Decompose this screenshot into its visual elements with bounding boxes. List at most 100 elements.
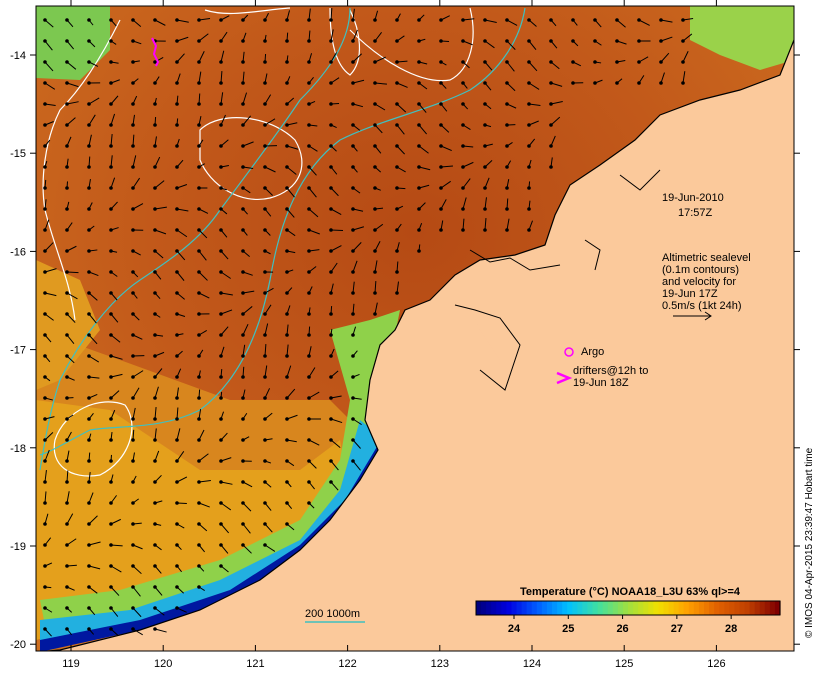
sst-ne-green-patch: [690, 6, 794, 70]
velocity-arrow-base: [43, 18, 47, 22]
x-tick-label: 126: [707, 658, 725, 670]
velocity-arrow: [154, 628, 167, 633]
velocity-arrow-base: [175, 144, 179, 148]
colorbar-cell: [552, 601, 558, 615]
velocity-arrow-base: [197, 585, 201, 589]
velocity-arrow-base: [65, 144, 69, 148]
velocity-arrow: [220, 544, 229, 554]
velocity-arrow-base: [329, 312, 333, 316]
velocity-arrow-base: [153, 123, 157, 127]
velocity-arrow-base: [65, 354, 69, 358]
velocity-arrow-base: [395, 291, 399, 295]
velocity-arrow-base: [219, 291, 223, 295]
velocity-arrow-base: [65, 333, 69, 337]
velocity-arrow-base: [175, 165, 179, 169]
velocity-arrow-base: [681, 39, 685, 43]
velocity-arrow-base: [615, 39, 619, 43]
velocity-arrow-base: [131, 60, 135, 64]
velocity-arrow-base: [307, 417, 311, 421]
colorbar-cell: [546, 601, 553, 615]
velocity-arrow-base: [65, 480, 69, 484]
velocity-arrow-base: [263, 60, 267, 64]
velocity-arrow-base: [197, 165, 201, 169]
velocity-arrow: [528, 40, 537, 50]
velocity-arrow: [132, 607, 142, 618]
velocity-arrow: [242, 306, 253, 315]
velocity-arrow-base: [373, 312, 377, 316]
colorbar-cell: [526, 601, 533, 615]
velocity-arrow-base: [351, 312, 355, 316]
colorbar-cell: [714, 601, 720, 615]
velocity-arrow: [88, 292, 98, 301]
velocity-arrow-base: [505, 165, 509, 169]
velocity-arrow-base: [131, 459, 135, 463]
velocity-arrow-base: [307, 438, 311, 442]
velocity-arrow-base: [175, 501, 179, 505]
velocity-arrow-base: [329, 480, 333, 484]
velocity-arrow-base: [175, 228, 179, 232]
velocity-arrow-base: [505, 228, 509, 232]
velocity-arrow-base: [65, 375, 69, 379]
velocity-arrow-base: [373, 123, 377, 127]
velocity-arrow-base: [109, 291, 113, 295]
velocity-arrow-base: [461, 81, 465, 85]
velocity-arrow-base: [263, 18, 267, 22]
velocity-arrow: [110, 177, 116, 189]
velocity-arrow-base: [285, 480, 289, 484]
velocity-arrow: [176, 208, 189, 212]
velocity-arrow: [638, 19, 650, 26]
x-tick-label: 120: [154, 658, 172, 670]
colorbar-cell: [698, 601, 705, 615]
velocity-arrow-base: [659, 39, 663, 43]
velocity-arrow-base: [461, 102, 465, 106]
velocity-arrow-base: [483, 165, 487, 169]
colorbar-cell: [582, 601, 589, 615]
colorbar-cell: [491, 601, 497, 615]
colorbar-cell: [572, 601, 578, 615]
velocity-arrow: [88, 334, 98, 345]
velocity-arrow-base: [483, 186, 487, 190]
y-tick-label: -15: [10, 148, 26, 160]
velocity-arrow-base: [153, 480, 157, 484]
sst-orange-west: [36, 260, 100, 390]
velocity-arrow: [616, 19, 626, 28]
velocity-arrow-base: [527, 165, 531, 169]
velocity-arrow-base: [175, 396, 179, 400]
x-axis: 119 120 121 122 123 124 125 126: [62, 0, 726, 670]
velocity-arrow: [286, 166, 297, 175]
velocity-arrow-base: [175, 459, 179, 463]
velocity-arrow-base: [307, 375, 311, 379]
sst-nw-green-patch: [36, 6, 110, 80]
velocity-arrow: [528, 61, 538, 72]
velocity-arrow-base: [659, 81, 663, 85]
velocity-arrow: [88, 515, 98, 525]
velocity-arrow-base: [65, 207, 69, 211]
land-bay-peninsula: [470, 305, 520, 395]
velocity-arrow: [484, 40, 495, 49]
velocity-arrow-base: [87, 522, 91, 526]
velocity-arrow-base: [197, 123, 201, 127]
velocity-arrow: [66, 491, 70, 504]
velocity-arrow-base: [461, 186, 465, 190]
velocity-arrow-base: [87, 270, 91, 274]
velocity-arrow-base: [153, 585, 157, 589]
velocity-arrow-base: [65, 459, 69, 463]
velocity-arrow: [198, 479, 211, 483]
x-tick-label: 122: [338, 658, 356, 670]
velocity-arrow: [660, 52, 670, 63]
velocity-arrow-base: [241, 144, 245, 148]
velocity-arrow: [286, 388, 296, 399]
velocity-arrow-base: [87, 60, 91, 64]
velocity-arrow-base: [43, 144, 47, 148]
colorbar-cell: [754, 601, 761, 615]
velocity-arrow-base: [219, 333, 223, 337]
colorbar-cell: [486, 601, 492, 615]
altimetry-legend: Altimetric sealevel (0.1m contours) and …: [662, 252, 751, 321]
colorbar-cell: [617, 601, 624, 615]
velocity-arrow: [132, 155, 137, 168]
colorbar-cell: [719, 601, 725, 615]
velocity-arrow-base: [329, 459, 333, 463]
velocity-arrow-base: [241, 354, 245, 358]
velocity-arrow-base: [681, 81, 685, 85]
velocity-arrow: [110, 586, 120, 596]
